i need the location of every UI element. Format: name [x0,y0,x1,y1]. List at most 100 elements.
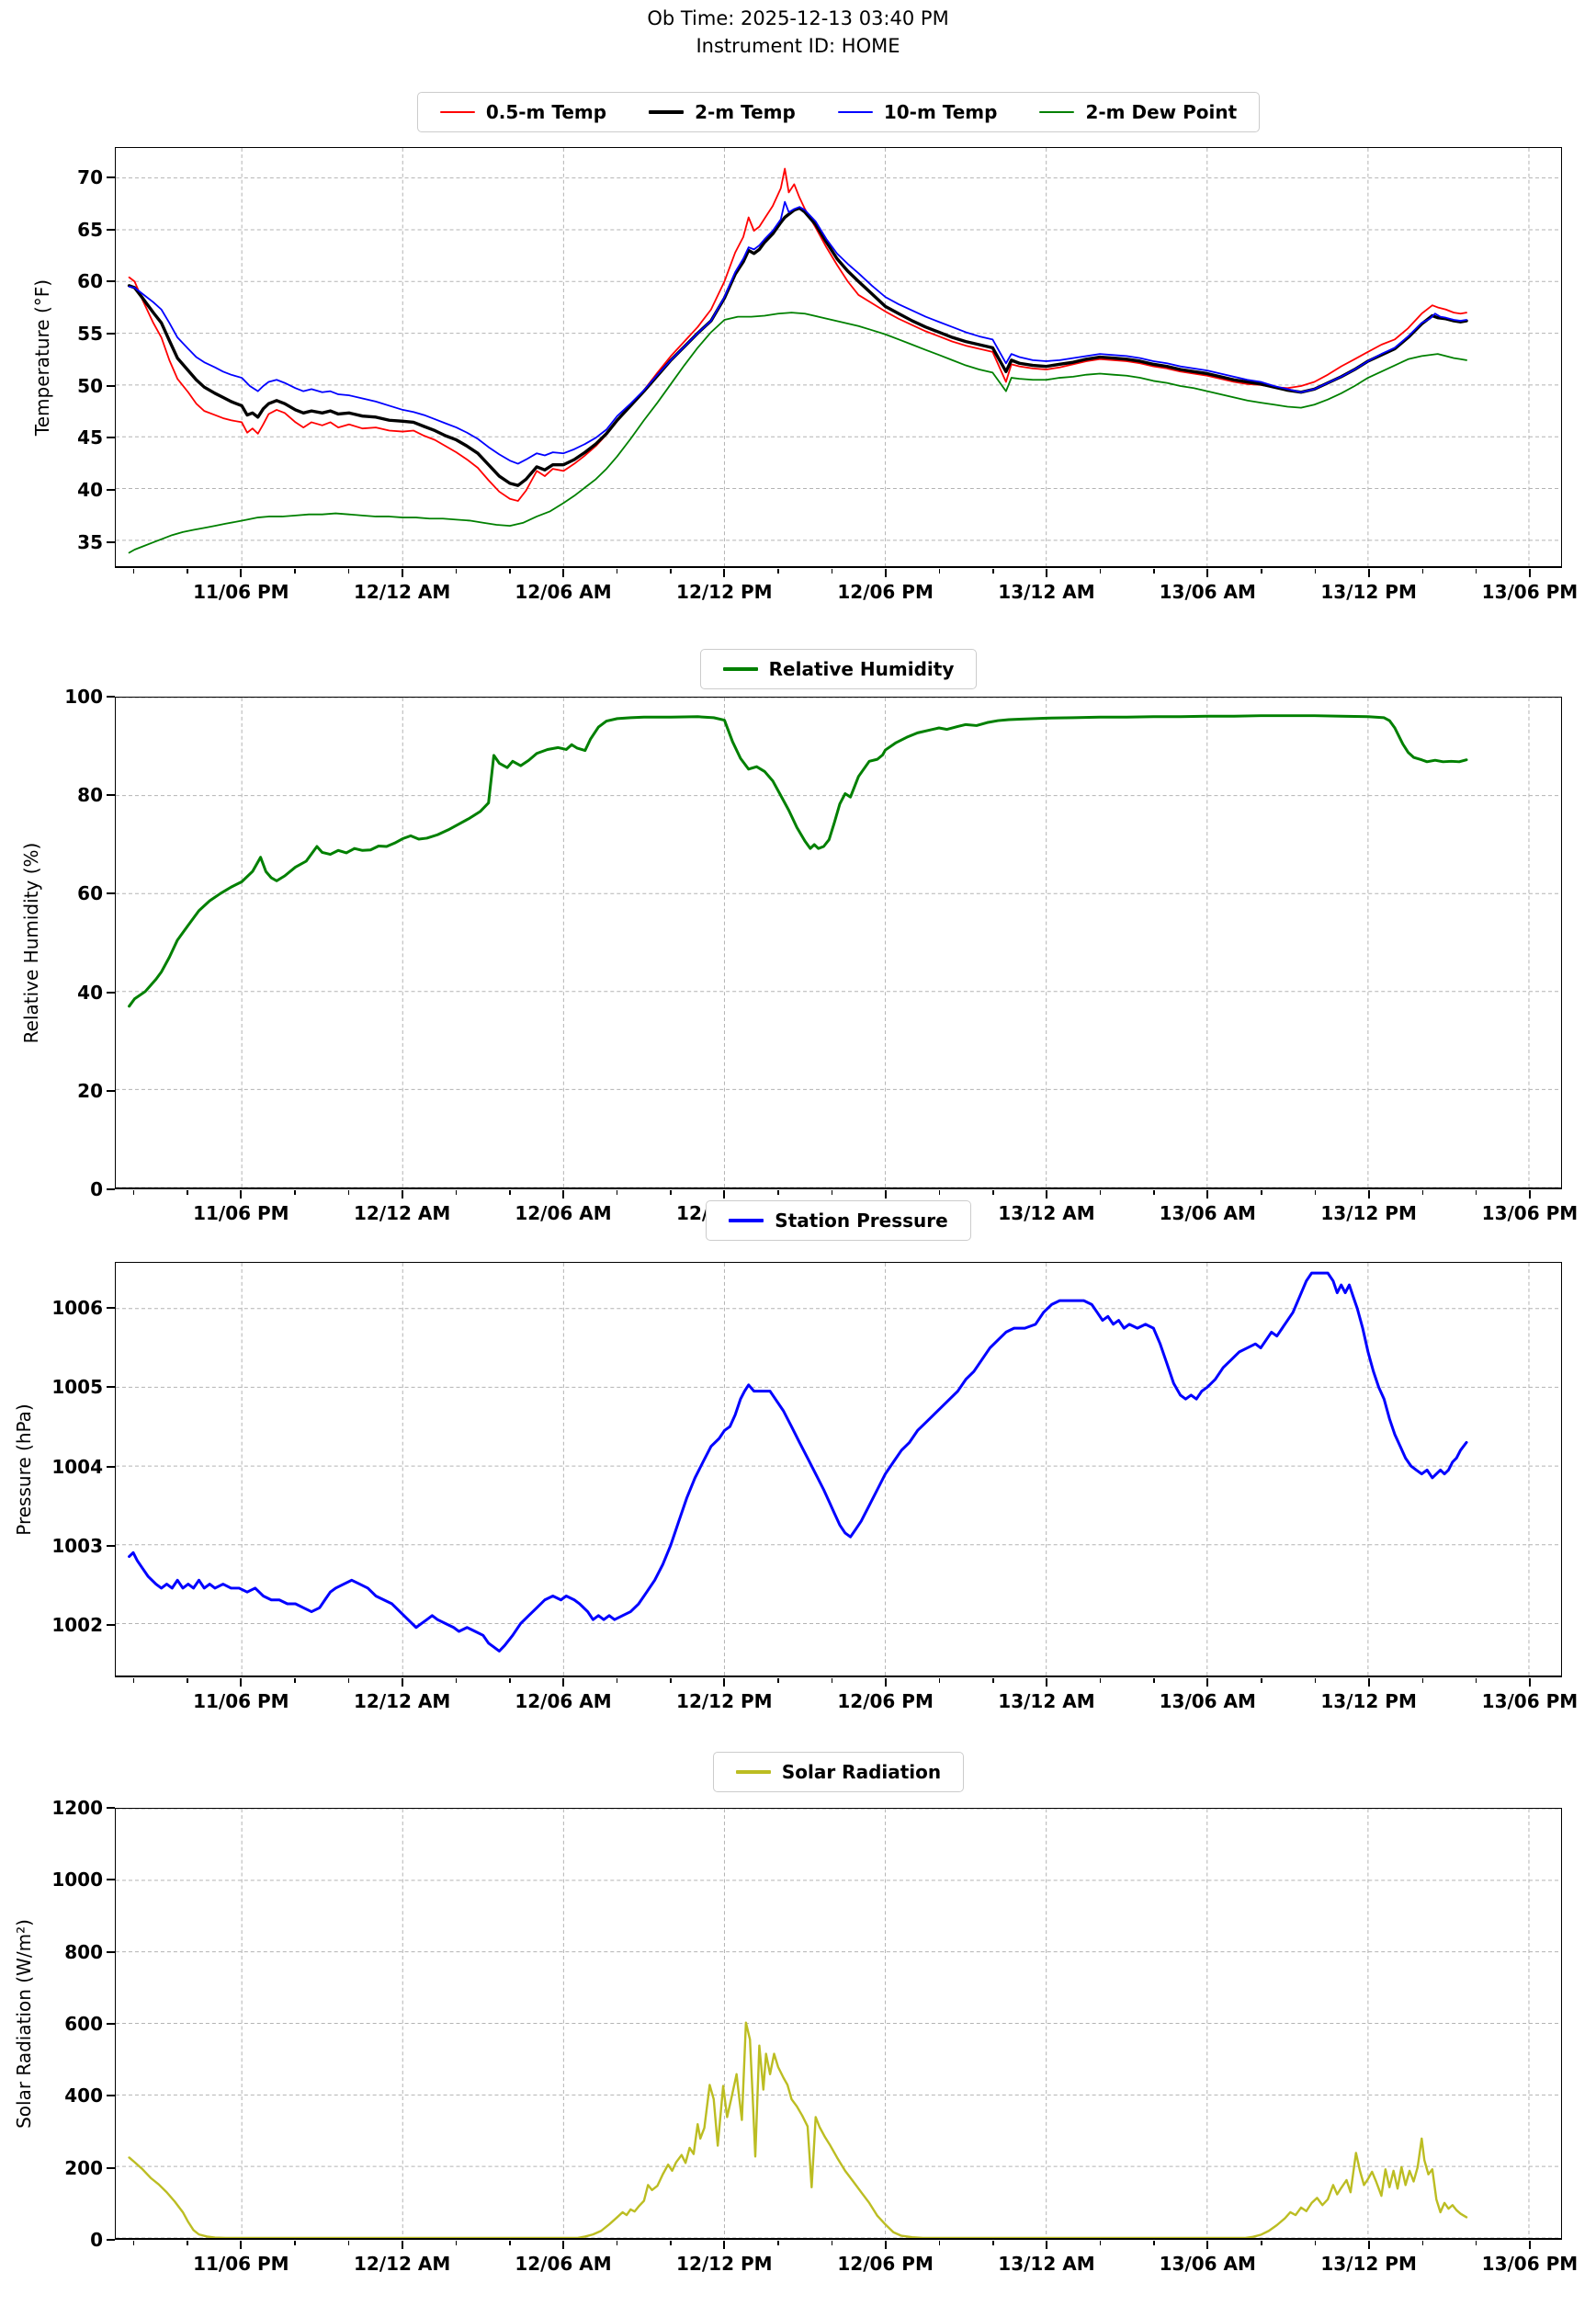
y-tick-mark [107,1386,115,1389]
x-minor-tick-mark [187,1190,188,1195]
x-minor-tick-mark [294,1190,296,1195]
y-tick-label: 200 [64,2156,103,2179]
y-tick-label: 55 [77,322,103,345]
y-tick-mark [107,228,115,231]
x-tick-label: 12/06 AM [515,1202,612,1224]
legend-label: Solar Radiation [781,1761,942,1783]
x-tick-label: 13/06 PM [1481,1690,1579,1712]
x-minor-tick-mark [670,569,672,574]
y-tick-label: 1003 [51,1534,103,1557]
pressure-plot [115,1262,1562,1677]
x-minor-tick-mark [992,569,994,574]
legend-line-swatch [1039,110,1075,114]
x-tick-label: 13/12 AM [998,581,1095,603]
x-tick-mark [561,569,564,577]
x-tick-mark [240,569,243,577]
x-tick-label: 13/06 AM [1159,1202,1256,1224]
x-minor-tick-mark [1261,1678,1262,1683]
legend-item: 10-m Temp [837,101,997,123]
temperature-plot [115,147,1562,568]
station-pressure-line [128,1271,1468,1653]
legend-line-swatch [439,110,475,114]
x-minor-tick-mark [1261,2241,1262,2245]
x-minor-tick-mark [294,569,296,574]
x-minor-tick-mark [777,1678,779,1683]
y-tick-mark [107,892,115,895]
x-tick-mark [401,2241,403,2249]
x-minor-tick-mark [938,1190,941,1195]
x-tick-mark [723,2241,726,2249]
x-tick-label: 11/06 PM [193,581,289,603]
x-tick-mark [1045,2241,1047,2249]
x-tick-mark [1045,1678,1047,1687]
y-tick-label: 0 [90,2229,103,2251]
x-minor-tick-mark [777,1190,779,1195]
x-minor-tick-mark [347,1678,350,1683]
x-minor-tick-mark [509,1678,511,1683]
x-tick-mark [1367,569,1370,577]
x-minor-tick-mark [992,1190,994,1195]
x-minor-tick-mark [831,569,833,574]
x-minor-tick-mark [455,1678,458,1683]
x-minor-tick-mark [616,569,618,574]
x-minor-tick-mark [132,1190,135,1195]
x-tick-mark [723,569,726,577]
y-tick-label: 65 [77,218,103,241]
x-tick-mark [240,1678,243,1687]
x-minor-tick-mark [132,2241,135,2245]
figure-title-instrument-id: Instrument ID: HOME [696,35,900,57]
legend-label: Relative Humidity [768,658,955,680]
x-tick-label: 13/12 AM [998,2253,1095,2275]
y-tick-label: 1005 [51,1376,103,1399]
x-tick-label: 13/06 AM [1159,2253,1256,2275]
y-tick-mark [107,1307,115,1310]
x-tick-mark [1367,1190,1370,1198]
y-tick-label: 600 [64,2013,103,2035]
y-tick-mark [107,1465,115,1468]
x-minor-tick-mark [1314,2241,1317,2245]
y-tick-label: 80 [77,784,103,807]
solar-plot [115,1808,1562,2240]
x-minor-tick-mark [616,1190,618,1195]
temperature-legend: 0.5-m Temp 2-m Temp 10-m Temp 2-m Dew Point [115,92,1562,132]
y-tick-mark [107,991,115,994]
x-minor-tick-mark [294,1678,296,1683]
x-minor-tick-mark [1314,1190,1317,1195]
x-tick-mark [1206,2241,1209,2249]
x-minor-tick-mark [187,2241,188,2245]
x-minor-tick-mark [1421,1678,1424,1683]
x-tick-mark [1528,2241,1531,2249]
x-tick-label: 13/12 AM [998,1202,1095,1224]
x-minor-tick-mark [777,569,779,574]
x-tick-label: 12/12 PM [676,581,773,603]
x-minor-tick-mark [509,569,511,574]
x-tick-label: 12/12 PM [676,1690,773,1712]
x-tick-label: 12/12 AM [354,1202,451,1224]
legend-item: Station Pressure [729,1210,948,1232]
y-tick-label: 40 [77,981,103,1004]
y-tick-mark [107,1807,115,1809]
x-tick-label: 13/12 PM [1320,1690,1417,1712]
relative-humidity-line [128,714,1468,1008]
x-minor-tick-mark [777,2241,779,2245]
x-minor-tick-mark [1153,569,1155,574]
x-minor-tick-mark [455,2241,458,2245]
solar-radiation-line [128,2021,1468,2238]
x-minor-tick-mark [831,2241,833,2245]
x-minor-tick-mark [1314,569,1317,574]
x-tick-mark [1206,1678,1209,1687]
x-tick-label: 12/12 PM [676,2253,773,2275]
legend-item: 2-m Temp [649,101,796,123]
x-tick-mark [240,1190,243,1198]
x-tick-mark [561,1678,564,1687]
y-tick-mark [107,176,115,178]
x-minor-tick-mark [1421,1190,1424,1195]
y-tick-label: 1200 [51,1797,103,1819]
y-tick-mark [107,332,115,335]
x-tick-label: 13/06 AM [1159,581,1256,603]
x-tick-label: 12/06 AM [515,1690,612,1712]
y-tick-label: 1004 [51,1455,103,1478]
solar-legend-box: Solar Radiation [712,1752,965,1792]
x-minor-tick-mark [1261,569,1262,574]
x-minor-tick-mark [1099,2241,1102,2245]
